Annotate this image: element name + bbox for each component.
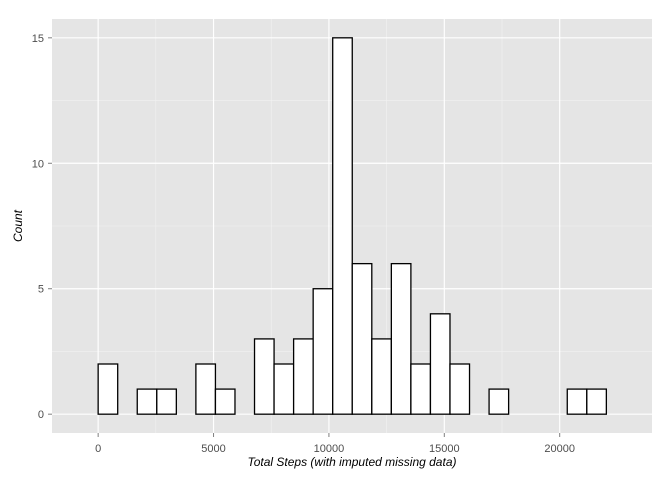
- histogram-bar: [156, 388, 177, 415]
- histogram-bar: [371, 338, 392, 415]
- histogram-bar: [488, 388, 510, 415]
- histogram-bar: [273, 363, 295, 415]
- y-tick-label: 0: [38, 409, 44, 421]
- histogram-bar: [449, 363, 471, 415]
- x-tick-label: 5000: [201, 443, 225, 455]
- x-axis-ticks: 0 5000 10000 15000 20000: [95, 433, 575, 455]
- histogram-bar: [429, 313, 451, 415]
- histogram-bar: [390, 262, 412, 415]
- x-tick-label: 15000: [429, 443, 460, 455]
- histogram-bar: [332, 37, 353, 415]
- x-tick-label: 0: [95, 443, 101, 455]
- histogram-bar: [566, 388, 588, 415]
- histogram-bar: [97, 363, 119, 415]
- y-axis-ticks: 0 5 10 15: [32, 33, 52, 421]
- y-axis-title: Count: [11, 209, 25, 242]
- histogram-bar: [195, 363, 217, 415]
- histogram-bar: [253, 338, 275, 415]
- histogram-bar: [214, 388, 236, 415]
- y-tick-label: 15: [32, 33, 44, 45]
- x-tick-label: 20000: [544, 443, 575, 455]
- x-axis-title: Total Steps (with imputed missing data): [248, 455, 457, 469]
- y-tick-label: 5: [38, 284, 44, 296]
- x-tick-label: 10000: [314, 443, 345, 455]
- histogram-bar: [351, 262, 373, 415]
- histogram-bar: [292, 338, 314, 415]
- histogram-bars: [97, 37, 608, 415]
- histogram-bar: [136, 388, 158, 415]
- histogram-bar: [410, 363, 432, 415]
- histogram-bar: [312, 288, 334, 415]
- histogram-bar: [586, 388, 608, 415]
- y-tick-label: 10: [32, 158, 44, 170]
